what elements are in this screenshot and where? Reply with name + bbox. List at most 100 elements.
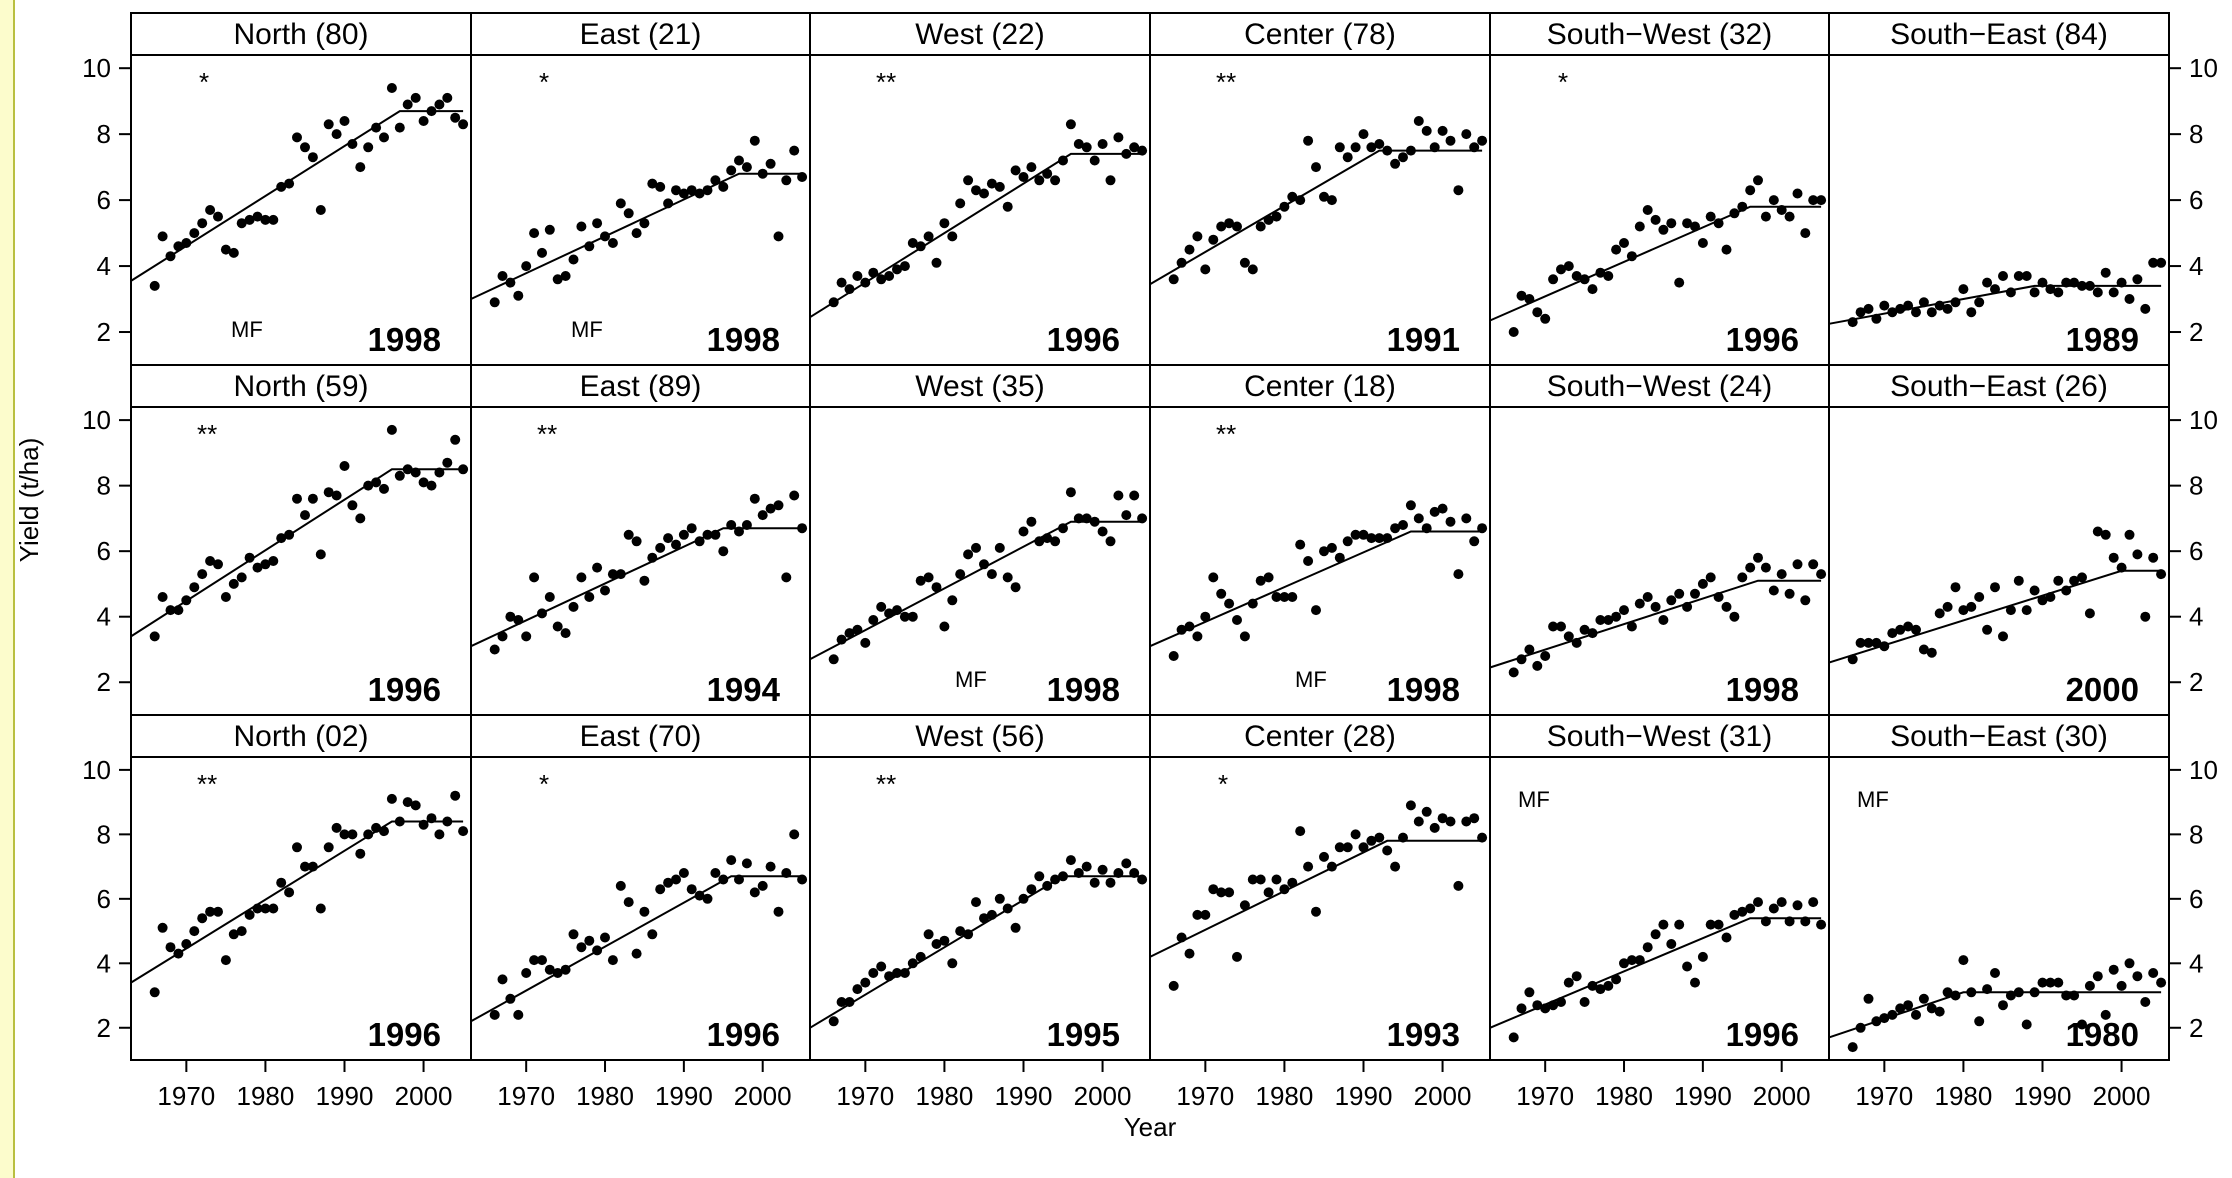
data-point <box>797 172 808 182</box>
data-point <box>1674 588 1685 599</box>
data-point <box>639 575 650 586</box>
data-point <box>205 906 216 917</box>
breakpoint-year-label: 1998 <box>1726 671 1799 708</box>
data-point <box>1137 874 1148 885</box>
data-point <box>939 218 950 229</box>
data-point <box>244 909 255 920</box>
data-point <box>1642 592 1653 602</box>
x-tick-label: 1990 <box>316 1081 374 1111</box>
data-point <box>1658 919 1669 930</box>
data-point <box>2069 277 2080 288</box>
data-point <box>157 592 168 602</box>
data-point <box>600 932 610 943</box>
trend-line <box>130 110 464 282</box>
data-point <box>1713 592 1724 602</box>
data-point <box>939 935 950 946</box>
y-tick-label: 10 <box>2189 755 2218 785</box>
panel-title: West (35) <box>915 370 1044 403</box>
data-point <box>1524 294 1535 304</box>
data-point <box>300 142 310 153</box>
data-point <box>1413 816 1424 827</box>
data-point <box>1626 955 1637 966</box>
data-point <box>1863 637 1874 648</box>
data-point <box>442 457 453 468</box>
data-point <box>149 280 160 291</box>
data-point <box>1816 569 1827 580</box>
data-point <box>1081 861 1092 872</box>
data-point <box>1081 513 1092 524</box>
data-point <box>434 467 445 478</box>
data-point <box>1089 516 1100 527</box>
data-point <box>1808 559 1819 570</box>
data-point <box>244 552 255 563</box>
mf-note: MF <box>1295 667 1327 692</box>
data-point <box>181 238 192 248</box>
panel-10: Center (18) ** MF 1998 <box>1149 364 1491 716</box>
data-point <box>2100 1009 2111 1020</box>
data-point <box>379 132 389 143</box>
data-point <box>442 92 453 103</box>
data-point <box>718 181 729 192</box>
data-point <box>1626 621 1637 632</box>
data-point <box>2108 552 2119 563</box>
data-point <box>1548 1000 1559 1011</box>
data-point <box>1974 592 1985 602</box>
data-point <box>1121 858 1132 869</box>
data-point <box>268 214 279 225</box>
data-point <box>2100 267 2111 278</box>
data-point <box>655 542 666 553</box>
panel-frame <box>130 364 472 716</box>
data-point <box>915 951 926 962</box>
data-point <box>1287 592 1298 602</box>
x-tick-label: 1970 <box>497 1081 555 1111</box>
data-point <box>828 297 839 308</box>
data-point <box>1982 624 1993 635</box>
y-tick-label: 2 <box>97 1013 111 1043</box>
y-tick-label: 8 <box>2189 819 2203 849</box>
data-point <box>1263 214 1274 225</box>
data-point <box>1990 582 2000 593</box>
left-margin-strip <box>0 0 15 1178</box>
data-point <box>1216 588 1227 599</box>
data-point <box>1311 605 1321 616</box>
data-point <box>1058 155 1068 166</box>
data-point <box>1358 842 1369 853</box>
data-point <box>157 922 168 933</box>
data-point <box>1634 955 1645 966</box>
data-point <box>1729 909 1740 920</box>
data-point <box>1002 903 1013 914</box>
data-point <box>1295 195 1306 206</box>
data-point <box>741 858 752 869</box>
data-point <box>1911 307 1921 318</box>
data-point <box>2029 287 2040 298</box>
data-point <box>1942 601 1953 612</box>
data-point <box>450 434 461 445</box>
data-point <box>939 621 950 632</box>
data-point <box>2156 257 2167 268</box>
data-point <box>1760 916 1771 927</box>
data-point <box>220 244 231 255</box>
data-point <box>1224 887 1235 898</box>
data-point <box>1081 142 1092 153</box>
data-point <box>2084 280 2095 291</box>
data-point <box>2140 997 2151 1007</box>
data-point <box>197 569 208 580</box>
data-point <box>734 155 744 166</box>
data-point <box>1595 615 1606 625</box>
data-point <box>2092 526 2103 537</box>
x-tick-label: 1990 <box>1335 1081 1393 1111</box>
data-point <box>576 942 587 953</box>
data-point <box>173 241 184 252</box>
y-tick-label: 2 <box>97 667 111 697</box>
data-point <box>560 628 571 639</box>
breakpoint-year-label: 1998 <box>707 321 780 358</box>
data-point <box>1232 951 1242 962</box>
data-point <box>1453 569 1464 580</box>
data-point <box>1603 615 1614 625</box>
data-point <box>1682 961 1693 972</box>
y-tick-label: 8 <box>2189 471 2203 501</box>
data-point <box>552 968 563 978</box>
data-point <box>1200 264 1211 275</box>
data-point <box>1342 842 1353 853</box>
data-point <box>1674 919 1685 930</box>
